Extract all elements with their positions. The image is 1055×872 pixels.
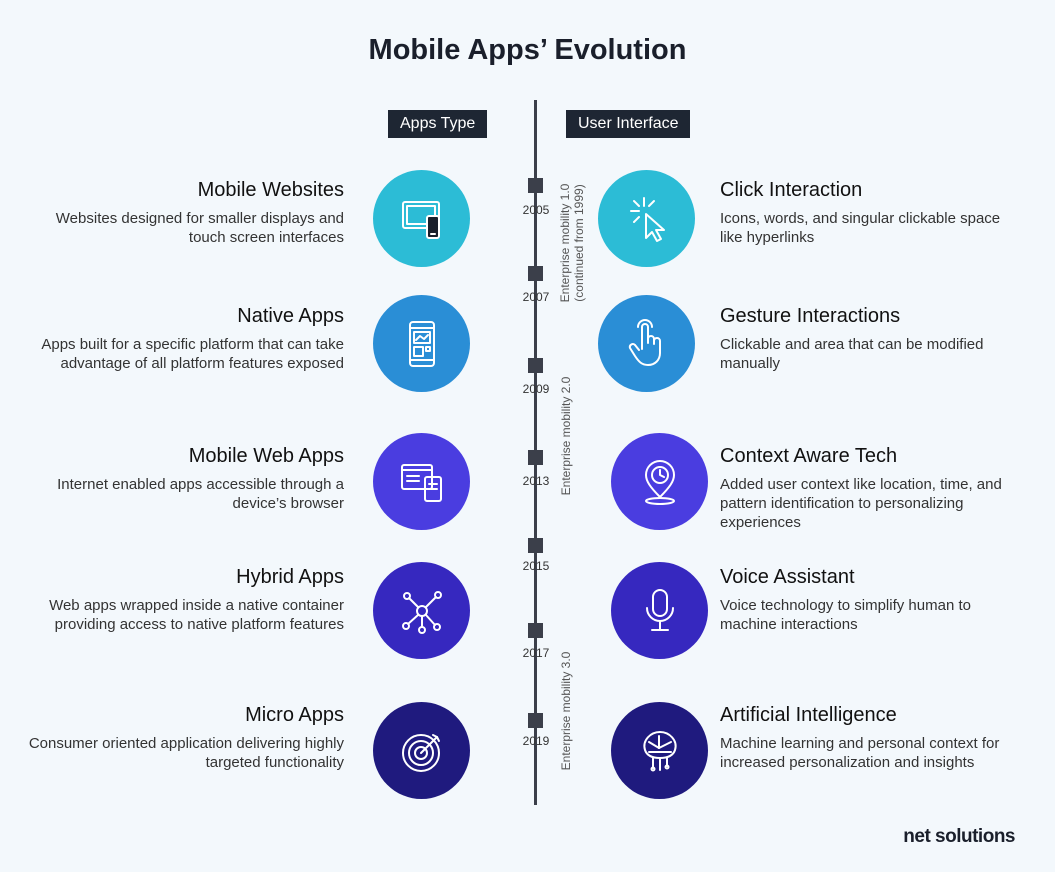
interface-item: Gesture Interactions Clickable and area … — [720, 305, 1020, 373]
era-name: Enterprise mobility 3.0 — [559, 651, 573, 771]
app-type-desc: Internet enabled apps accessible through… — [57, 476, 344, 512]
interface-desc: Icons, words, and singular clickable spa… — [720, 210, 1001, 246]
location-time-icon — [611, 433, 708, 530]
timeline-year: 2007 — [522, 290, 550, 304]
interface-title: Artificial Intelligence — [720, 704, 897, 726]
app-type-item: Micro Apps Consumer oriented application… — [24, 704, 344, 772]
app-type-desc: Web apps wrapped inside a native contain… — [49, 597, 344, 633]
app-type-desc: Apps built for a specific platform that … — [41, 336, 344, 372]
devices-icon — [373, 170, 470, 267]
app-type-title: Hybrid Apps — [236, 566, 344, 588]
app-type-desc: Consumer oriented application delivering… — [28, 735, 344, 771]
web-app-icon — [373, 433, 470, 530]
app-type-title: Micro Apps — [245, 704, 344, 726]
page-title: Mobile Apps’ Evolution — [368, 34, 687, 66]
timeline-year: 2013 — [522, 474, 550, 488]
app-type-item: Native Apps Apps built for a specific pl… — [24, 305, 344, 373]
header-apps-type: Apps Type — [388, 110, 488, 138]
timeline-marker — [528, 450, 543, 465]
app-type-item: Mobile Web Apps Internet enabled apps ac… — [24, 445, 344, 513]
header-user-interface: User Interface — [566, 110, 691, 138]
timeline-year: 2015 — [522, 559, 550, 573]
app-type-title: Mobile Web Apps — [188, 445, 344, 467]
era-label: Enterprise mobility 3.0 — [559, 636, 573, 786]
interface-item: Voice Assistant Voice technology to simp… — [720, 566, 1020, 634]
interface-item: Context Aware Tech Added user context li… — [720, 445, 1020, 532]
timeline-marker — [528, 538, 543, 553]
app-type-item: Mobile Websites Websites designed for sm… — [24, 179, 344, 247]
interface-title: Context Aware Tech — [720, 445, 898, 467]
timeline-marker — [528, 358, 543, 373]
interface-desc: Clickable and area that can be modified … — [720, 336, 984, 372]
interface-item: Click Interaction Icons, words, and sing… — [720, 179, 1020, 247]
microphone-icon — [611, 562, 708, 659]
interface-desc: Added user context like location, time, … — [720, 476, 1002, 531]
interface-desc: Machine learning and personal context fo… — [720, 735, 1000, 771]
timeline-marker — [528, 713, 543, 728]
cursor-click-icon — [598, 170, 695, 267]
timeline-year: 2019 — [522, 734, 550, 748]
ai-brain-icon — [611, 702, 708, 799]
interface-title: Voice Assistant — [720, 566, 855, 588]
app-type-title: Mobile Websites — [197, 179, 344, 201]
interface-title: Gesture Interactions — [720, 305, 901, 327]
era-label: Enterprise mobility 1.0 (continued from 1… — [558, 168, 586, 318]
timeline-marker — [528, 623, 543, 638]
era-name: Enterprise mobility 1.0 — [558, 183, 572, 303]
era-name: Enterprise mobility 2.0 — [559, 376, 573, 496]
smartphone-app-icon — [373, 295, 470, 392]
logo: net solutions — [903, 826, 1015, 847]
timeline-year: 2009 — [522, 382, 550, 396]
timeline-marker — [528, 266, 543, 281]
hand-pointer-icon — [598, 295, 695, 392]
interface-item: Artificial Intelligence Machine learning… — [720, 704, 1020, 772]
network-icon — [373, 562, 470, 659]
timeline-year: 2017 — [522, 646, 550, 660]
timeline-marker — [528, 178, 543, 193]
target-icon — [373, 702, 470, 799]
app-type-title: Native Apps — [237, 305, 344, 327]
interface-title: Click Interaction — [720, 179, 863, 201]
interface-desc: Voice technology to simplify human to ma… — [720, 597, 971, 633]
app-type-desc: Websites designed for smaller displays a… — [55, 210, 344, 246]
era-label: Enterprise mobility 2.0 — [559, 361, 573, 511]
app-type-item: Hybrid Apps Web apps wrapped inside a na… — [24, 566, 344, 634]
timeline-year: 2005 — [522, 203, 550, 217]
era-note: (continued from 1999) — [572, 184, 586, 302]
